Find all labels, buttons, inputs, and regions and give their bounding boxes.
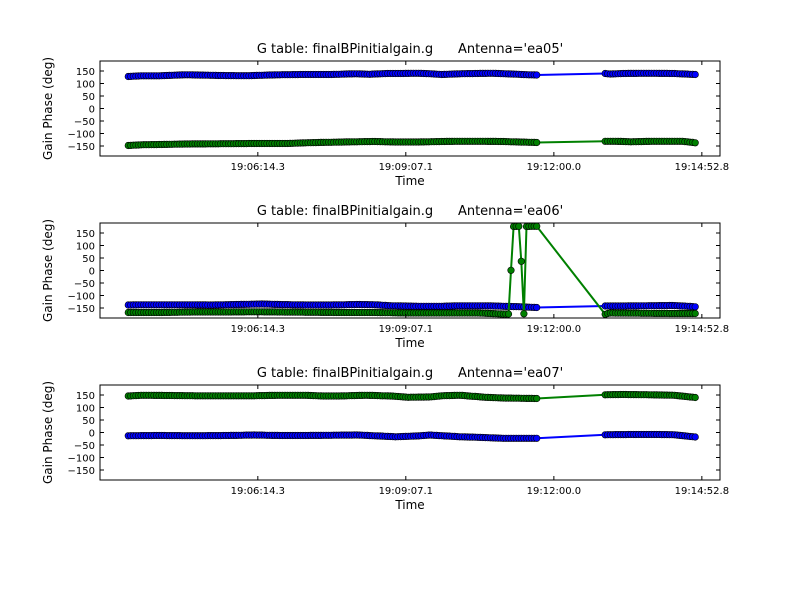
chart-title: G table: finalBPinitialgain.g Antenna='e… bbox=[257, 366, 563, 381]
plot-area bbox=[124, 69, 699, 150]
y-tick-label: −50 bbox=[74, 441, 95, 452]
y-tick-label: 150 bbox=[76, 229, 95, 240]
y-tick-label: 100 bbox=[76, 242, 95, 253]
data-point bbox=[515, 223, 523, 230]
x-tick-label: 19:06:14.3 bbox=[231, 324, 285, 335]
x-tick-label: 19:12:00.0 bbox=[527, 486, 581, 497]
y-axis-label: Gain Phase (deg) bbox=[41, 219, 55, 322]
y-axis-label: Gain Phase (deg) bbox=[41, 57, 55, 160]
x-tick-label: 19:09:07.1 bbox=[379, 162, 433, 173]
y-tick-label: 0 bbox=[89, 267, 95, 278]
y-tick-label: −100 bbox=[68, 454, 95, 465]
y-tick-label: 50 bbox=[82, 416, 95, 427]
x-axis-label: Time bbox=[394, 498, 424, 512]
y-tick-label: −100 bbox=[68, 292, 95, 303]
data-point bbox=[691, 309, 699, 318]
y-tick-label: −150 bbox=[68, 304, 95, 315]
x-tick-label: 19:09:07.1 bbox=[379, 324, 433, 335]
y-tick-label: 0 bbox=[89, 105, 95, 116]
plot-area bbox=[124, 390, 699, 442]
y-tick-label: −50 bbox=[74, 279, 95, 290]
y-axis-label: Gain Phase (deg) bbox=[41, 381, 55, 484]
plot-area bbox=[124, 223, 699, 318]
x-tick-label: 19:12:00.0 bbox=[527, 324, 581, 335]
data-point bbox=[533, 71, 541, 79]
y-tick-label: −150 bbox=[68, 142, 95, 153]
y-tick-label: −50 bbox=[74, 117, 95, 128]
subplot-ea06: G table: finalBPinitialgain.g Antenna='e… bbox=[41, 204, 729, 350]
data-point bbox=[507, 266, 515, 274]
y-tick-label: 50 bbox=[82, 92, 95, 103]
data-point bbox=[691, 433, 699, 441]
y-tick-label: 150 bbox=[76, 391, 95, 402]
data-point bbox=[517, 257, 525, 265]
x-tick-label: 19:14:52.8 bbox=[675, 486, 729, 497]
y-tick-label: 150 bbox=[76, 67, 95, 78]
y-tick-label: 100 bbox=[76, 404, 95, 415]
data-point bbox=[533, 394, 541, 403]
data-point bbox=[533, 138, 541, 147]
x-tick-label: 19:06:14.3 bbox=[231, 486, 285, 497]
data-point bbox=[691, 139, 699, 147]
data-point bbox=[691, 393, 699, 402]
x-tick-label: 19:14:52.8 bbox=[675, 162, 729, 173]
data-point bbox=[504, 310, 513, 318]
x-tick-label: 19:14:52.8 bbox=[675, 324, 729, 335]
data-point bbox=[691, 70, 699, 79]
chart-title: G table: finalBPinitialgain.g Antenna='e… bbox=[257, 42, 563, 57]
subplot-ea07: G table: finalBPinitialgain.g Antenna='e… bbox=[41, 366, 729, 512]
y-tick-label: −150 bbox=[68, 466, 95, 477]
x-tick-label: 19:09:07.1 bbox=[379, 486, 433, 497]
chart-title: G table: finalBPinitialgain.g Antenna='e… bbox=[257, 204, 563, 219]
data-point bbox=[533, 434, 541, 442]
data-point bbox=[533, 303, 541, 312]
y-tick-label: 50 bbox=[82, 254, 95, 265]
y-tick-label: −100 bbox=[68, 130, 95, 141]
x-axis-label: Time bbox=[394, 174, 424, 188]
data-point bbox=[691, 303, 699, 311]
series-line-pol-2 bbox=[128, 225, 696, 316]
subplot-ea05: G table: finalBPinitialgain.g Antenna='e… bbox=[41, 42, 729, 188]
data-point bbox=[520, 310, 528, 318]
y-tick-label: 0 bbox=[89, 429, 95, 440]
x-tick-label: 19:12:00.0 bbox=[527, 162, 581, 173]
data-point bbox=[533, 223, 541, 230]
x-axis-label: Time bbox=[394, 336, 424, 350]
x-tick-label: 19:06:14.3 bbox=[231, 162, 285, 173]
y-tick-label: 100 bbox=[76, 80, 95, 91]
